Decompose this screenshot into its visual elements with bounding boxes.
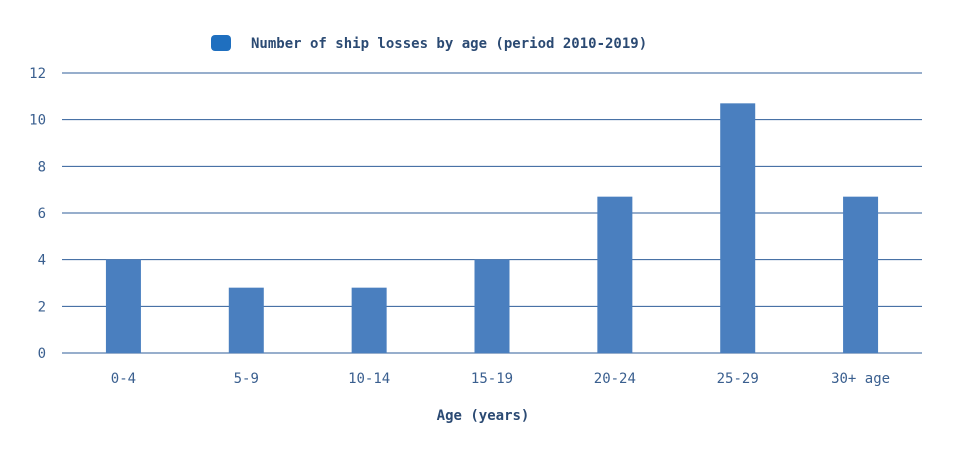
bars [105,103,879,353]
x-tick-label: 0-4 [111,371,136,387]
y-tick-label: 4 [38,253,46,269]
bar-0-4 [105,259,141,353]
bar-25-29 [720,103,756,353]
x-axis-ticks: 0-4 5-9 10-14 15-19 20-24 25-29 30+ age [111,371,890,387]
x-axis-label: Age (years) [437,408,530,424]
bar-20-24 [597,196,633,353]
legend: Number of ship losses by age (period 201… [211,35,647,52]
y-tick-label: 0 [38,346,46,362]
bar-5-9 [228,287,264,353]
bar-30-age [843,196,879,353]
y-tick-label: 12 [29,66,46,82]
legend-swatch [211,35,231,51]
y-tick-label: 2 [38,299,46,315]
x-tick-label: 5-9 [234,371,259,387]
x-tick-label: 25-29 [717,371,759,387]
x-tick-label: 15-19 [471,371,513,387]
bar-10-14 [351,287,387,353]
x-tick-label: 30+ age [831,371,890,387]
x-tick-label: 20-24 [594,371,636,387]
legend-label: Number of ship losses by age (period 201… [251,36,647,52]
bar-15-19 [474,259,510,353]
x-tick-label: 10-14 [348,371,390,387]
y-tick-label: 6 [38,206,46,222]
y-tick-label: 8 [38,159,46,175]
y-axis-ticks: 0 2 4 6 8 10 12 [29,66,46,362]
y-tick-label: 10 [29,113,46,129]
